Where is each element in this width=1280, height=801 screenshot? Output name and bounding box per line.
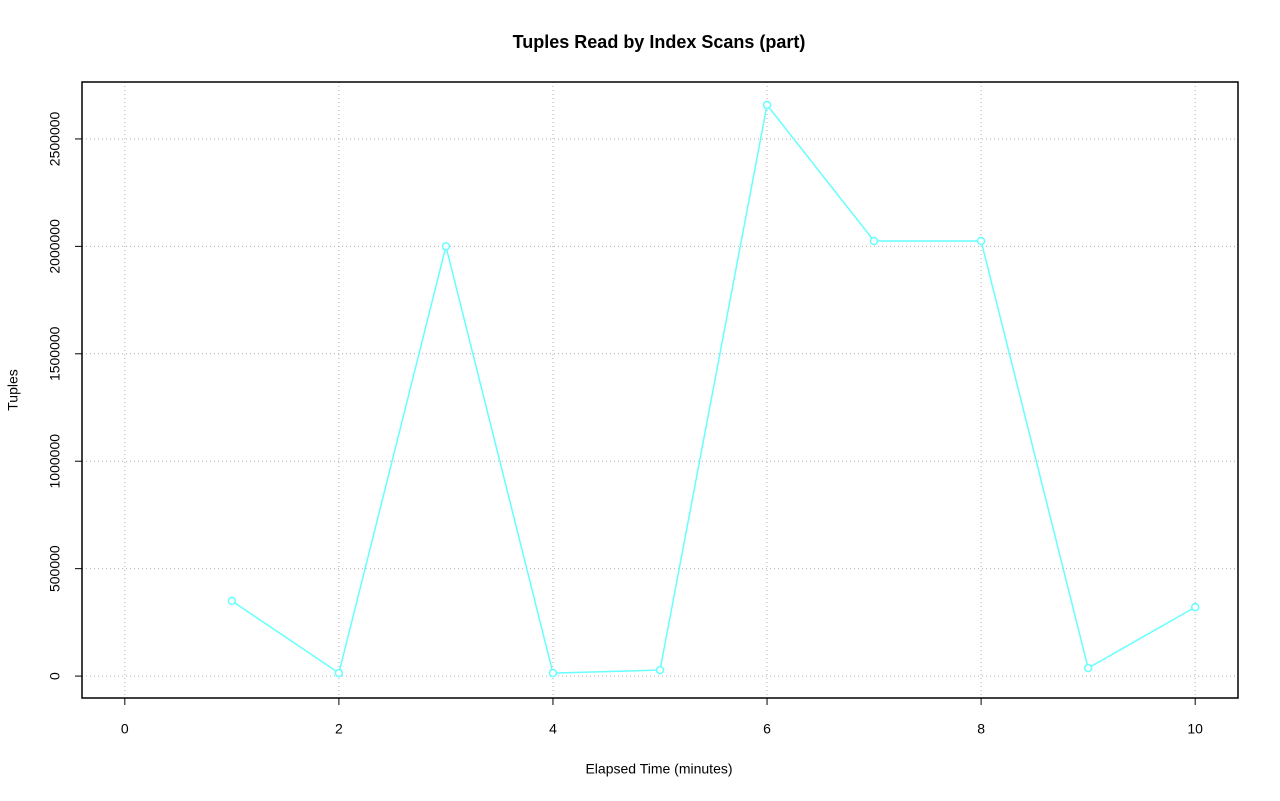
point: [869, 236, 879, 246]
point: [762, 100, 772, 110]
y-tick-label: 2500000: [47, 111, 63, 166]
x-tick-label: 10: [1187, 721, 1203, 737]
point: [441, 242, 451, 251]
y-tick-label: 0: [47, 672, 63, 680]
x-tick-label: 2: [335, 721, 343, 737]
x-tick-label: 4: [549, 721, 557, 737]
point: [334, 668, 344, 678]
x-tick-label: 0: [121, 721, 129, 737]
y-tick-label: 500000: [47, 545, 63, 592]
x-tick-label: 8: [977, 721, 985, 737]
line: [231, 103, 1196, 675]
point: [655, 665, 665, 675]
chart-title: Tuples Read by Index Scans (part): [513, 32, 806, 52]
x-axis-label: Elapsed Time (minutes): [585, 761, 732, 777]
point: [548, 668, 558, 678]
y-tick-label: 2000000: [47, 219, 63, 274]
y-axis-label: Tuples: [5, 369, 21, 411]
plot-frame: [81, 81, 1239, 699]
point: [1190, 602, 1200, 612]
y-tick-label: 1000000: [47, 434, 63, 489]
y-tick-label: 1500000: [47, 326, 63, 381]
x-tick-label: 6: [763, 721, 771, 737]
point: [227, 596, 237, 606]
point: [976, 236, 986, 246]
point: [1083, 663, 1093, 673]
